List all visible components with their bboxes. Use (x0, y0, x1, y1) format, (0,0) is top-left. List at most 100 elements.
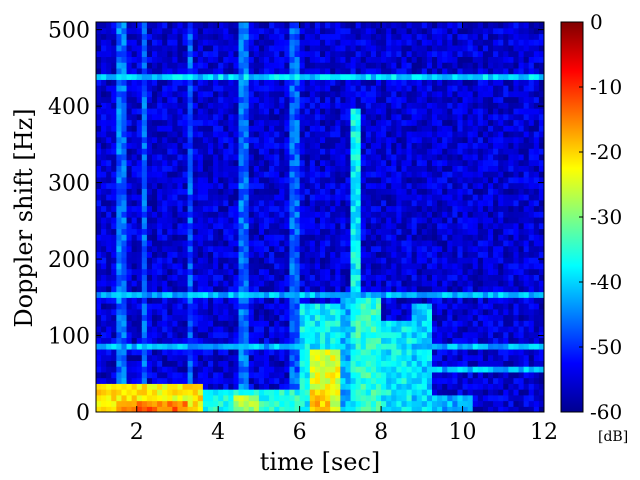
heatmap-cell (426, 366, 433, 373)
heatmap-cell (279, 142, 285, 149)
heatmap-cell (197, 50, 204, 58)
heatmap-cell (192, 354, 199, 361)
heatmap-cell (452, 211, 459, 218)
heatmap-cell (345, 360, 352, 367)
heatmap-cell (370, 102, 377, 109)
heatmap-cell (238, 125, 245, 132)
heatmap-cell (335, 325, 341, 333)
heatmap-cell (304, 119, 311, 126)
heatmap-cell (116, 73, 123, 80)
heatmap-cell (309, 257, 316, 264)
heatmap-cell (172, 79, 179, 86)
heatmap-cell (192, 285, 199, 293)
heatmap-cell (187, 205, 194, 212)
heatmap-cell (401, 400, 408, 407)
heatmap-cell (233, 73, 240, 80)
heatmap-cell (299, 199, 306, 207)
heatmap-cell (248, 217, 255, 224)
heatmap-cell (111, 251, 117, 258)
heatmap-cell (106, 73, 112, 80)
heatmap-cell (421, 50, 428, 58)
heatmap-cell (116, 199, 123, 207)
heatmap-cell (177, 182, 184, 189)
heatmap-cell (233, 325, 240, 333)
heatmap-cell (432, 211, 438, 218)
heatmap-cell (360, 217, 367, 224)
heatmap-cell (309, 153, 316, 161)
heatmap-cell (462, 222, 469, 230)
heatmap-cell (264, 211, 270, 218)
heatmap-cell (442, 389, 448, 396)
heatmap-cell (126, 217, 133, 224)
heatmap-cell (432, 297, 438, 304)
heatmap-cell (177, 383, 184, 390)
heatmap-cell (101, 108, 107, 115)
heatmap-cell (325, 331, 331, 339)
heatmap-cell (141, 199, 148, 207)
heatmap-cell (96, 148, 102, 155)
heatmap-cell (299, 217, 306, 224)
heatmap-cell (411, 108, 418, 115)
heatmap-cell (386, 85, 392, 92)
heatmap-cell (299, 182, 306, 189)
heatmap-cell (462, 228, 469, 235)
heatmap-cell (304, 85, 311, 92)
heatmap-cell (111, 188, 117, 195)
heatmap-cell (350, 27, 357, 35)
heatmap-cell (279, 171, 285, 178)
heatmap-cell (116, 96, 123, 103)
heatmap-cell (294, 234, 301, 241)
heatmap-cell (136, 27, 143, 35)
heatmap-cell (320, 142, 326, 149)
heatmap-cell (228, 67, 235, 75)
heatmap-cell (131, 377, 138, 384)
heatmap-cell (284, 331, 291, 339)
heatmap-cell (253, 67, 260, 75)
heatmap-cell (391, 217, 397, 224)
heatmap-cell (340, 90, 347, 98)
heatmap-cell (243, 406, 250, 412)
heatmap-cell (340, 331, 347, 339)
heatmap-cell (335, 280, 341, 287)
heatmap-cell (345, 199, 352, 207)
heatmap-cell (172, 354, 179, 361)
heatmap-cell (131, 96, 138, 103)
heatmap-cell (101, 314, 107, 321)
heatmap-cell (233, 148, 240, 155)
heatmap-cell (314, 67, 321, 75)
heatmap-cell (457, 188, 464, 195)
heatmap-cell (279, 217, 285, 224)
heatmap-cell (218, 371, 224, 379)
heatmap-cell (253, 228, 260, 235)
heatmap-cell (213, 268, 219, 275)
heatmap-cell (136, 400, 143, 407)
heatmap-cell (131, 394, 138, 402)
heatmap-cell (172, 366, 179, 373)
heatmap-cell (218, 194, 224, 201)
heatmap-cell (381, 90, 387, 98)
heatmap-cell (320, 354, 326, 361)
heatmap-cell (447, 142, 453, 149)
heatmap-cell (421, 239, 428, 247)
heatmap-cell (182, 62, 189, 69)
heatmap-cell (325, 285, 331, 293)
heatmap-cell (131, 44, 138, 52)
heatmap-cell (162, 280, 168, 287)
heatmap-cell (146, 285, 153, 293)
heatmap-cell (340, 159, 347, 166)
heatmap-cell (167, 119, 173, 126)
heatmap-cell (370, 194, 377, 201)
heatmap-cell (167, 245, 173, 253)
heatmap-cell (116, 360, 123, 367)
heatmap-cell (182, 96, 189, 103)
heatmap-cell (396, 394, 403, 402)
heatmap-cell (437, 222, 443, 230)
heatmap-cell (269, 194, 275, 201)
heatmap-cell (106, 297, 112, 304)
heatmap-cell (269, 291, 275, 298)
heatmap-cell (197, 136, 204, 144)
heatmap-cell (370, 165, 377, 172)
heatmap-cell (340, 297, 347, 304)
heatmap-cell (141, 228, 148, 235)
heatmap-cell (467, 400, 474, 407)
